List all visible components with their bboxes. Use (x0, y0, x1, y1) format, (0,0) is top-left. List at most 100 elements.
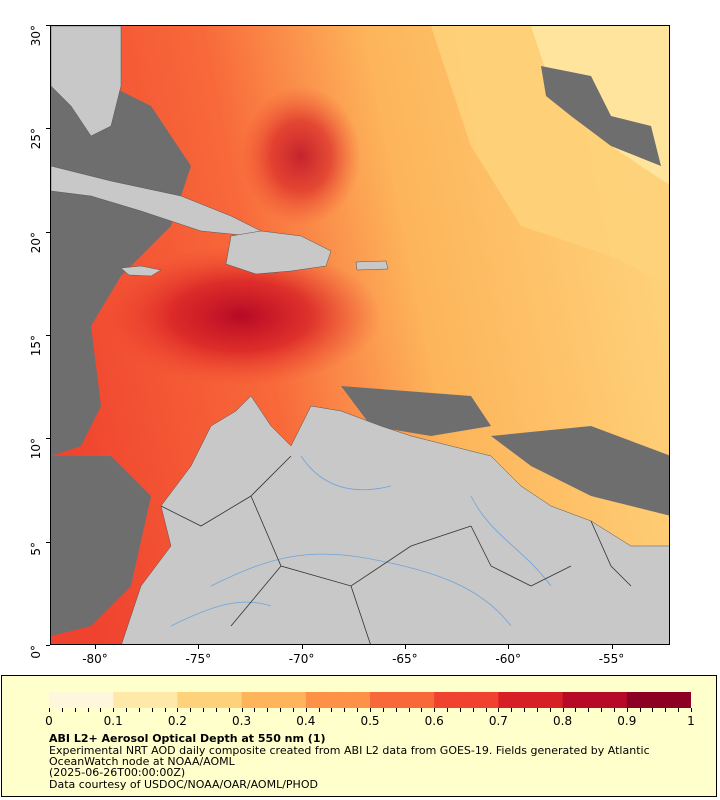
colorbar-tick-mark (382, 708, 384, 712)
colorbar (49, 692, 691, 708)
colorbar-tick-mark (562, 708, 564, 712)
colorbar-tick-mark (215, 708, 217, 712)
legend-credit: Data courtesy of USDOC/NOAA/OAR/AOML/PHO… (49, 778, 318, 791)
colorbar-segment (305, 692, 323, 708)
colorbar-tick-mark (190, 708, 192, 712)
colorbar-segment (161, 692, 178, 708)
latitude-tick-label: 15° (29, 335, 43, 357)
colorbar-tick-mark (241, 708, 243, 712)
land-puerto-rico (355, 260, 389, 271)
longitude-tick-label: -60° (495, 652, 521, 666)
no-data-east (491, 426, 669, 516)
colorbar-tick-mark (447, 708, 449, 712)
colorbar-segment (177, 692, 194, 708)
no-data-west (51, 26, 191, 456)
legend-panel: 0 0.1 0.2 0.3 0.4 0.5 0.6 0.7 0.8 0.9 1 ABI L2+ Ae… (1, 675, 717, 797)
legend-description: Experimental NRT AOD daily composite cre… (49, 744, 650, 768)
latitude-tick-mark (46, 25, 50, 26)
colorbar-segment (674, 692, 691, 708)
colorbar-segment (498, 692, 515, 708)
colorbar-tick-mark (408, 708, 410, 712)
colorbar-tick-mark (395, 708, 397, 712)
colorbar-tick-label: 0 (45, 714, 53, 728)
colorbar-segment (418, 692, 435, 708)
colorbar-tick-label: 0.6 (424, 714, 444, 728)
no-data-southwest (51, 456, 151, 636)
colorbar-tick-mark (164, 708, 166, 712)
colorbar-segment (209, 692, 227, 708)
colorbar-tick-mark (344, 708, 346, 712)
colorbar-tick-mark (588, 708, 590, 712)
colorbar-tick-label: 0.2 (167, 714, 187, 728)
colorbar-segment (514, 692, 531, 708)
colorbar-tick-mark (601, 708, 603, 712)
colorbar-tick-label: 0.4 (296, 714, 316, 728)
colorbar-tick-mark (357, 708, 359, 712)
river-lines (170, 455, 552, 627)
land-hispaniola (225, 230, 332, 275)
colorbar-segment (578, 692, 596, 708)
colorbar-tick-mark (511, 708, 513, 712)
colorbar-segment (97, 692, 114, 708)
longitude-tick-label: -80° (82, 652, 108, 666)
latitude-tick-mark (46, 231, 50, 233)
colorbar-segment (113, 692, 130, 708)
land-florida (51, 26, 122, 137)
colorbar-tick-label: 0.1 (103, 714, 123, 728)
colorbar-tick-mark (74, 708, 76, 712)
colorbar-tick-mark (639, 708, 641, 712)
colorbar-segment (49, 692, 66, 708)
colorbar-tick-mark (151, 708, 153, 712)
colorbar-tick-mark (524, 708, 526, 712)
colorbar-tick-label: 0.3 (232, 714, 252, 728)
colorbar-tick-mark (87, 708, 89, 712)
latitude-tick-label: 10° (29, 438, 43, 460)
longitude-tick-mark (301, 645, 303, 649)
colorbar-tick-mark (536, 708, 538, 712)
land-jamaica (120, 265, 162, 277)
legend-title: ABI L2+ Aerosol Optical Depth at 550 nm … (49, 732, 326, 745)
colorbar-tick-mark (267, 708, 269, 712)
latitude-tick-mark (46, 645, 50, 646)
colorbar-tick-mark (678, 708, 680, 712)
aod-hotspot-north (241, 86, 361, 226)
colorbar-segment (321, 692, 339, 708)
latitude-tick-mark (46, 438, 50, 440)
colorbar-tick-mark (459, 708, 461, 712)
colorbar-segment (65, 692, 82, 708)
colorbar-tick-label: 0.9 (617, 714, 637, 728)
colorbar-tick-label: 0.7 (488, 714, 508, 728)
colorbar-tick-mark (691, 708, 692, 712)
colorbar-tick-mark (254, 708, 256, 712)
colorbar-segment (642, 692, 660, 708)
colorbar-segment (81, 692, 98, 708)
longitude-tick-mark (404, 645, 406, 649)
colorbar-segment (129, 692, 146, 708)
colorbar-tick-label: 0.8 (553, 714, 573, 728)
colorbar-segment (434, 692, 451, 708)
colorbar-segment (450, 692, 467, 708)
colorbar-tick-mark (126, 708, 128, 712)
colorbar-tick-mark (472, 708, 474, 712)
aod-map[interactable] (50, 25, 670, 645)
colorbar-tick-label: 1 (687, 714, 695, 728)
colorbar-tick-mark (485, 708, 487, 712)
colorbar-tick-mark (305, 708, 307, 712)
longitude-tick-mark (611, 645, 613, 649)
colorbar-tick-mark (61, 708, 63, 712)
colorbar-tick-mark (177, 708, 179, 712)
colorbar-tick-mark (49, 708, 50, 712)
aod-hotspot (101, 246, 381, 386)
colorbar-segment (145, 692, 162, 708)
longitude-tick-label: -55° (598, 652, 625, 666)
latitude-tick-mark (46, 335, 50, 336)
colorbar-tick-mark (652, 708, 654, 712)
colorbar-tick-mark (665, 708, 667, 712)
longitude-tick-mark (95, 645, 96, 649)
no-data-northeast (541, 66, 661, 166)
colorbar-tick-mark (292, 708, 294, 712)
colorbar-segment (353, 692, 371, 708)
colorbar-tick-mark (575, 708, 577, 712)
colorbar-segment (530, 692, 548, 708)
colorbar-segment (337, 692, 355, 708)
